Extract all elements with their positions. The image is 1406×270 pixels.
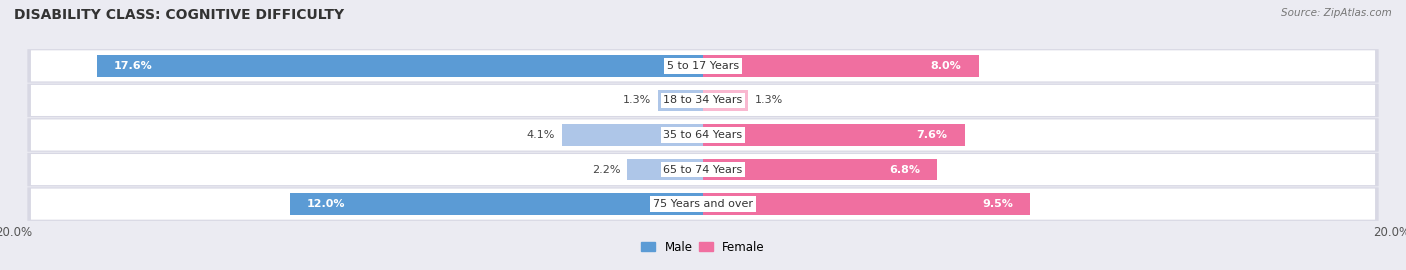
FancyBboxPatch shape	[31, 154, 1375, 185]
Text: 65 to 74 Years: 65 to 74 Years	[664, 164, 742, 175]
Bar	[627, 159, 703, 180]
Text: 18 to 34 Years: 18 to 34 Years	[664, 95, 742, 106]
Text: 5 to 17 Years: 5 to 17 Years	[666, 61, 740, 71]
Bar	[703, 55, 979, 77]
Bar	[658, 90, 703, 111]
Text: 35 to 64 Years: 35 to 64 Years	[664, 130, 742, 140]
Text: 75 Years and over: 75 Years and over	[652, 199, 754, 209]
Legend: Male, Female: Male, Female	[641, 241, 765, 254]
Text: 4.1%: 4.1%	[526, 130, 555, 140]
Text: 9.5%: 9.5%	[983, 199, 1012, 209]
FancyBboxPatch shape	[27, 187, 1379, 221]
Bar	[703, 124, 965, 146]
FancyBboxPatch shape	[27, 84, 1379, 117]
Text: 7.6%: 7.6%	[917, 130, 948, 140]
Bar	[703, 90, 748, 111]
FancyBboxPatch shape	[31, 188, 1375, 220]
Text: 1.3%: 1.3%	[623, 95, 651, 106]
FancyBboxPatch shape	[31, 50, 1375, 82]
Text: 1.3%: 1.3%	[755, 95, 783, 106]
FancyBboxPatch shape	[27, 153, 1379, 186]
Text: DISABILITY CLASS: COGNITIVE DIFFICULTY: DISABILITY CLASS: COGNITIVE DIFFICULTY	[14, 8, 344, 22]
Bar	[703, 193, 1031, 215]
FancyBboxPatch shape	[31, 119, 1375, 151]
Text: 6.8%: 6.8%	[889, 164, 920, 175]
Text: Source: ZipAtlas.com: Source: ZipAtlas.com	[1281, 8, 1392, 18]
Bar	[703, 159, 938, 180]
Text: 8.0%: 8.0%	[931, 61, 962, 71]
Bar	[97, 55, 703, 77]
Bar	[562, 124, 703, 146]
FancyBboxPatch shape	[27, 49, 1379, 83]
Bar	[290, 193, 703, 215]
Text: 2.2%: 2.2%	[592, 164, 620, 175]
FancyBboxPatch shape	[31, 85, 1375, 116]
Text: 12.0%: 12.0%	[307, 199, 346, 209]
Text: 17.6%: 17.6%	[114, 61, 153, 71]
FancyBboxPatch shape	[27, 118, 1379, 152]
